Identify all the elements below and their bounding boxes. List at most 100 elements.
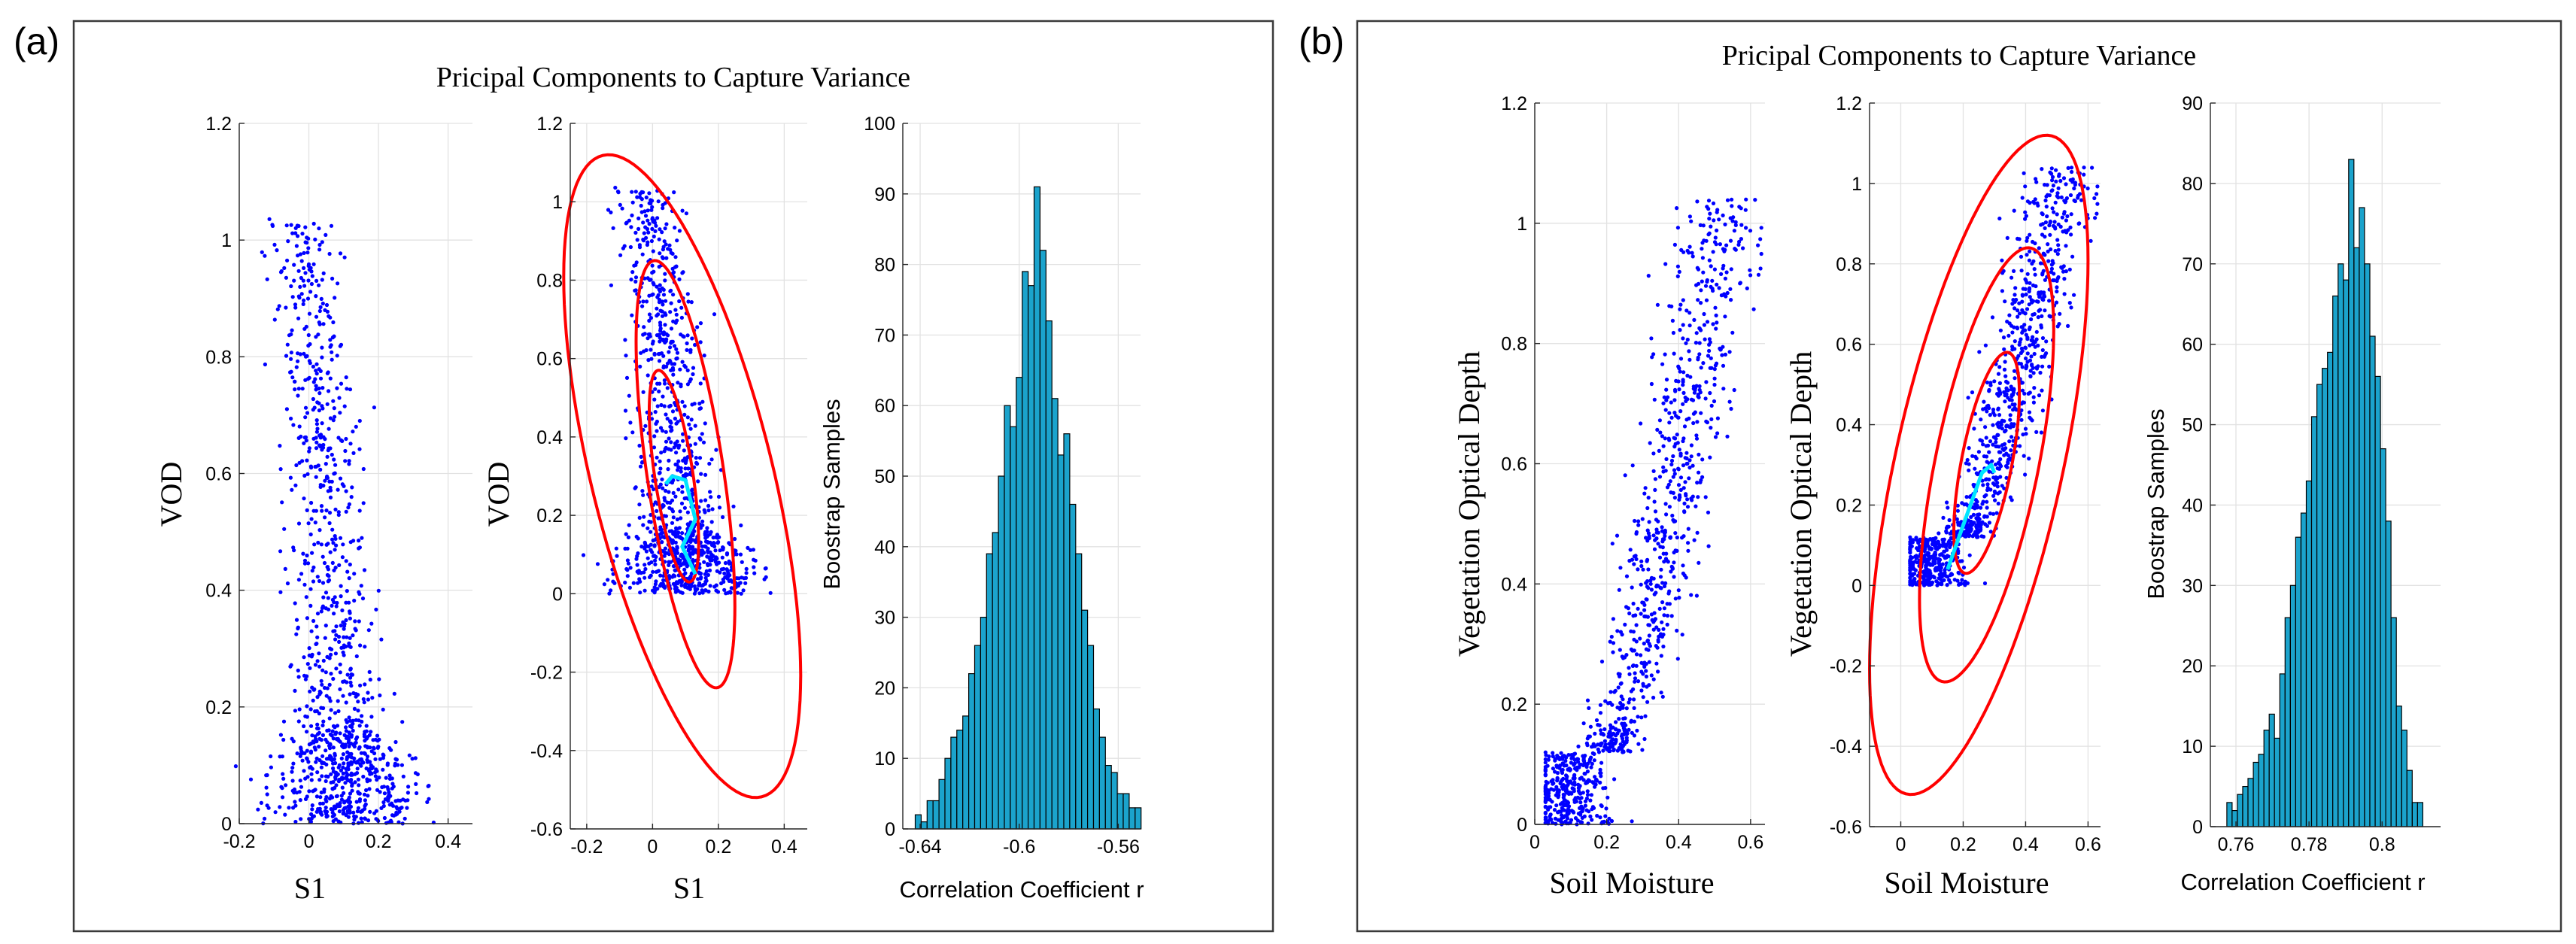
scatter-point (639, 351, 643, 355)
scatter-point (1603, 785, 1608, 791)
scatter-point (1551, 754, 1555, 759)
scatter-point (723, 560, 728, 566)
scatter-point (1996, 491, 2000, 496)
scatter-point (1971, 512, 1976, 518)
scatter-point (1992, 379, 1997, 384)
scatter-point (309, 812, 314, 817)
y-tick-label: 90 (874, 184, 895, 205)
scatter-point (637, 577, 642, 581)
scatter-point (1756, 272, 1761, 277)
scatter-point (2017, 237, 2022, 241)
scatter-point (357, 447, 362, 451)
scatter-point (709, 457, 714, 462)
scatter-point (1937, 543, 1943, 548)
scatter-point (646, 208, 650, 213)
scatter-point (663, 546, 668, 551)
scatter-point (630, 313, 634, 317)
scatter-point (2076, 221, 2081, 226)
scatter-point (1657, 448, 1661, 454)
histogram-bar (2310, 416, 2318, 827)
scatter-point (344, 700, 348, 705)
scatter-point (679, 305, 684, 310)
scatter-point (321, 271, 326, 275)
scatter-point (361, 774, 366, 779)
scatter-point (2000, 271, 2005, 275)
scatter-point (673, 568, 678, 573)
scatter-point (301, 551, 305, 556)
scatter-point (663, 311, 667, 315)
scatter-point (661, 366, 666, 370)
scatter-point (2003, 399, 2007, 404)
scatter-point (349, 755, 354, 760)
scatter-point (2033, 272, 2037, 277)
scatter-point (657, 297, 662, 302)
scatter-point (1563, 754, 1567, 759)
scatter-point (2019, 254, 2024, 259)
scatter-point (659, 451, 664, 455)
x-tick-label: -0.2 (223, 831, 255, 852)
scatter-point (2095, 202, 2100, 206)
scatter-point (319, 609, 324, 614)
scatter-point (296, 719, 301, 724)
scatter-point (278, 590, 283, 594)
scatter-point (581, 553, 586, 557)
scatter-point (288, 475, 293, 480)
scatter-point (1681, 436, 1686, 441)
scatter-point (683, 561, 688, 566)
scatter-point (373, 757, 378, 761)
scatter-point (674, 347, 679, 351)
scatter-point (1695, 481, 1700, 485)
scatter-point (320, 760, 324, 764)
scatter-point (1609, 818, 1615, 824)
histogram-bar (2327, 351, 2334, 827)
x-tick-label: 0.2 (705, 836, 731, 857)
scatter-point (1694, 593, 1699, 598)
scatter-point (372, 405, 376, 410)
scatter-point (2031, 335, 2035, 339)
scatter-point (641, 220, 646, 225)
scatter-point (1599, 731, 1603, 736)
y-tick-label: 0.8 (205, 347, 232, 368)
scatter-point (281, 737, 286, 742)
scatter-point (362, 792, 367, 797)
scatter-point (1677, 387, 1681, 392)
scatter-point (1660, 529, 1665, 533)
scatter-point (1669, 415, 1674, 420)
scatter-point (1610, 542, 1615, 546)
scatter-point (2057, 172, 2061, 177)
scatter-point (325, 475, 330, 481)
scatter-point (1915, 546, 1919, 551)
scatter-point (1669, 304, 1674, 308)
scatter-point (326, 567, 330, 572)
scatter-point (1995, 484, 2000, 489)
scatter-point (609, 283, 614, 287)
scatter-point (1642, 491, 1647, 496)
scatter-point (1660, 600, 1665, 605)
scatter-point (1745, 286, 1749, 290)
scatter-point (327, 511, 333, 515)
y-tick-label: 80 (2182, 174, 2203, 195)
scatter-point (1672, 468, 1677, 472)
scatter-point (1647, 642, 1651, 646)
scatter-point (1667, 411, 1672, 415)
scatter-point (649, 278, 653, 282)
scatter-point (1559, 751, 1563, 755)
scatter-point (305, 730, 309, 734)
scatter-point (307, 446, 311, 451)
scatter-point (1547, 805, 1551, 809)
scatter-point (336, 512, 341, 518)
scatter-point (650, 550, 655, 554)
scatter-point (320, 386, 325, 390)
scatter-point (703, 588, 708, 593)
scatter-point (363, 751, 367, 756)
scatter-point (327, 696, 332, 700)
scatter-point (662, 554, 667, 558)
scatter-point (344, 489, 348, 493)
scatter-point (290, 766, 295, 770)
scatter-point (302, 298, 306, 302)
scatter-point (2044, 194, 2049, 199)
x-tick-label: 0.2 (1593, 832, 1620, 853)
scatter-point (307, 311, 312, 316)
scatter-point (327, 682, 332, 688)
scatter-point (1709, 264, 1713, 269)
